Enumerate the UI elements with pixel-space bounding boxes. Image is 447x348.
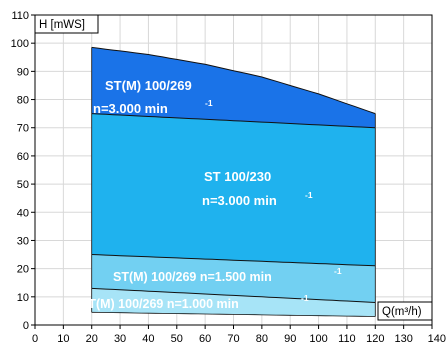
x-axis-ticks: 0 10 20 30 40 50 60 70 80 90 100 110 120 130 140 (32, 325, 446, 345)
x-tick-label: 0 (32, 333, 38, 345)
region-1-label-exponent: -1 (205, 98, 213, 108)
x-tick-label: 90 (284, 333, 296, 345)
region-labels: ST(M) 100/269 n=3.000 min -1 ST 100/230 n=3.… (80, 78, 342, 311)
x-tick-label: 20 (86, 333, 98, 345)
y-tick-label: 100 (11, 38, 29, 50)
region-3-upper-curve (91, 254, 376, 267)
x-tick-label: 110 (338, 333, 356, 345)
region-boundaries (91, 46, 376, 317)
y-tick-label: 0 (23, 320, 29, 332)
y-tick-label: 90 (17, 66, 29, 78)
y-tick-label: 20 (17, 264, 29, 276)
region-1 (91, 47, 376, 128)
x-tick-label: 60 (199, 333, 211, 345)
y-axis-ticks: 0 10 20 30 40 50 60 70 80 90 100 110 (11, 10, 35, 332)
x-tick-label: 30 (114, 333, 126, 345)
region-4-lower-curve (91, 311, 376, 317)
x-tick-label: 70 (227, 333, 239, 345)
x-tick-label: 140 (428, 333, 446, 345)
region-2-label-name: ST 100/230 (204, 169, 271, 184)
region-2 (91, 113, 376, 266)
y-tick-label: 50 (17, 179, 29, 191)
region-1-label-name: ST(M) 100/269 (105, 78, 192, 93)
y-tick-label: 110 (11, 10, 29, 22)
x-tick-label: 120 (366, 333, 384, 345)
y-tick-label: 60 (17, 151, 29, 163)
x-tick-label: 10 (57, 333, 69, 345)
y-axis-label-box (34, 14, 99, 34)
region-3-label-exponent: -1 (334, 266, 342, 276)
x-tick-label: 50 (171, 333, 183, 345)
y-tick-label: 80 (17, 95, 29, 107)
regions (91, 47, 376, 317)
y-tick-label: 30 (17, 235, 29, 247)
region-1-upper-curve (91, 46, 376, 115)
x-tick-label: 130 (394, 333, 412, 345)
region-2-label-exponent: -1 (305, 190, 313, 200)
region-2-label-speed: n=3.000 min (202, 193, 277, 208)
y-axis-label: H [mWS] (39, 19, 85, 31)
x-axis-label-box (377, 301, 433, 321)
region-3 (91, 254, 376, 303)
y-tick-label: 70 (17, 123, 29, 135)
y-tick-label: 10 (17, 292, 29, 304)
region-4-label-exponent: -1 (301, 293, 309, 303)
x-tick-label: 100 (309, 333, 327, 345)
region-4-upper-curve (91, 287, 376, 303)
region-1-label-speed: n=3.000 min (93, 101, 168, 116)
y-tick-label: 40 (17, 207, 29, 219)
x-tick-label: 40 (142, 333, 154, 345)
region-3-label-name: ST(M) 100/269 n=1.500 min (113, 270, 272, 284)
region-4 (91, 288, 376, 317)
region-4-label-name: ST(M) 100/269 n=1.000 min (80, 297, 239, 311)
region-2-upper-curve (91, 113, 376, 129)
x-tick-label: 80 (256, 333, 268, 345)
x-axis-label: Q(m³/h) (382, 306, 422, 318)
